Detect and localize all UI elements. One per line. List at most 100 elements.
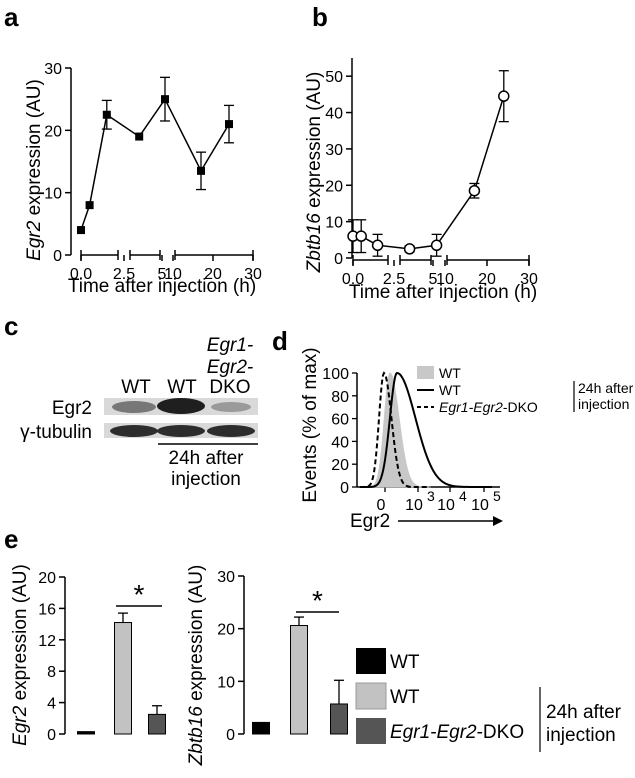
legend-e-dko-swatch	[356, 718, 386, 744]
panel-d-xarrow-head	[493, 516, 503, 526]
blot-lane-2-label: WT	[167, 377, 197, 398]
panel-e2-bar	[252, 721, 270, 735]
legend-d-wt24-label: WT	[439, 382, 461, 398]
panel-d-xtick-label: 0	[377, 497, 386, 514]
panel-a-ytick-label: 20	[44, 123, 62, 140]
panel-a-ytick-label: 30	[44, 61, 62, 78]
panel-b-ytick-label: 30	[325, 142, 343, 159]
panel-b-xtick-label: 5	[429, 271, 438, 288]
panel-a-xlabel: Time after injection (h)	[68, 276, 256, 297]
blot-lane-3-label-line3: DKO	[209, 377, 250, 398]
panel-b-chart: Zbtb16 expression (AU) Time after inject…	[304, 58, 538, 303]
panel-e2-ylabel: Zbtb16 expression (AU)	[186, 565, 207, 767]
legend-e-wt-swatch	[356, 648, 386, 674]
panel-e1-ytick-label: 12	[38, 633, 56, 650]
blot-band-egr2-wt-24h	[157, 398, 205, 414]
panel-e2-bar-chart: Zbtb16 expression (AU) 0 10 20 30 *	[186, 565, 348, 767]
blot-row-egr2-label: Egr2	[52, 398, 92, 419]
blot-band-tubulin-dko	[207, 425, 255, 437]
panel-a-data-point	[135, 132, 144, 141]
legend-d-dko-label: Egr1-Egr2-DKO	[439, 399, 538, 415]
panel-b-ytick-label: 50	[325, 69, 343, 86]
panel-e2-bar	[290, 625, 308, 735]
panel-a-xtick-label: 10	[164, 266, 182, 283]
panel-d-ytick-label: 100	[322, 366, 349, 383]
panel-a-data-point	[85, 201, 94, 210]
blot-lane-3-label-line2: Egr2-	[207, 357, 253, 378]
panel-e1-ylabel: Egr2 expression (AU)	[10, 564, 31, 746]
panel-e1-ytick-label: 8	[47, 664, 56, 681]
panel-e1-bar	[114, 622, 132, 735]
panel-b-data-point	[468, 184, 481, 197]
panel-b-data-point	[430, 239, 443, 252]
panel-b-xtick-label: 30	[520, 271, 538, 288]
panel-b-data-point	[498, 90, 510, 102]
panel-d-ylabel: Events (% of max)	[300, 347, 321, 502]
panel-d-ytick-label: 60	[331, 412, 349, 429]
legend-e-wt-label: WT	[390, 652, 420, 673]
panel-e1-bar	[77, 731, 95, 735]
blot-band-tubulin-wt	[110, 425, 158, 437]
panel-d-ytick-label: 20	[331, 457, 349, 474]
blot-lane-3-label-line1: Egr1-	[207, 335, 253, 356]
panel-e1-bar-chart: Egr2 expression (AU) 0 4 8 12 16 20 *	[10, 564, 166, 746]
panel-letter-c: c	[4, 311, 18, 341]
panel-b-xtick-label: 10	[436, 271, 454, 288]
panel-d-ytick-label: 80	[331, 389, 349, 406]
legend-d-bracket-label-2: injection	[578, 396, 629, 412]
panel-a-data-point	[77, 226, 85, 235]
panel-e1-ytick-label: 20	[38, 570, 56, 587]
panel-b-data-point	[403, 243, 416, 255]
panel-b-xtick-label: 2.5	[383, 271, 405, 288]
panel-d-xtick-label: 10	[437, 497, 455, 514]
panel-a-ytick-label: 0	[53, 248, 62, 265]
panel-a-data-point	[225, 120, 233, 129]
panel-e2-ytick-label: 30	[217, 569, 235, 586]
panel-e2-ytick-label: 10	[217, 674, 235, 691]
panel-a-chart: Egr2 expression (AU) Time after injectio…	[24, 61, 262, 297]
panel-a-data-point	[197, 166, 205, 175]
panel-a-data-point	[102, 110, 111, 119]
panel-a-xtick-label: 0.0	[70, 266, 92, 283]
panel-b-ytick-label: 10	[325, 215, 343, 232]
panel-d-ytick-label: 0	[340, 480, 349, 497]
panel-b-ytick-label: 40	[325, 106, 343, 123]
panel-e2-bar	[330, 703, 348, 735]
panel-d-xlabel: Egr2	[350, 511, 390, 532]
legend-d-wt-label: WT	[439, 365, 461, 381]
panel-letter-e: e	[4, 524, 18, 554]
legend-e-dko-label: Egr1-Egr2-DKO	[390, 722, 524, 743]
panel-e1-ytick-label: 16	[38, 601, 56, 618]
panel-b-series-line	[353, 95, 505, 250]
panel-e1-ytick-label: 4	[47, 696, 56, 713]
panel-d-xtick-exponent: 5	[493, 488, 501, 504]
panel-b-ylabel: Zbtb16 expression (AU)	[304, 72, 325, 274]
panel-c-blot: WT WT Egr1- Egr2- DKO Egr2 γ-tubulin 24h…	[20, 335, 258, 490]
panel-d-xtick-label: 10	[405, 497, 423, 514]
panel-b-ytick-label: 0	[334, 251, 343, 268]
histogram-wt-filled	[364, 372, 431, 488]
legend-d-wt-swatch	[417, 366, 434, 379]
panel-e2-ytick-label: 0	[226, 727, 235, 744]
blot-bracket-label-2: injection	[171, 469, 241, 490]
blot-band-egr2-wt	[112, 401, 156, 413]
panel-a-xtick-label: 20	[204, 266, 222, 283]
panel-a-ytick-label: 10	[44, 186, 62, 203]
histogram-dko-dashed	[359, 371, 430, 488]
panel-letter-a: a	[4, 2, 19, 32]
legend-d-bracket-label-1: 24h after	[578, 380, 634, 396]
legend-e-bracket-label-2: injection	[546, 725, 616, 746]
panel-a-ylabel: Egr2 expression (AU)	[24, 79, 45, 261]
panel-b-xtick-label: 0.0	[342, 271, 364, 288]
histogram-wt-24h-line	[360, 371, 492, 488]
panel-e1-bar	[148, 713, 166, 735]
panel-a-series-line	[80, 97, 230, 231]
blot-row-tubulin-label: γ-tubulin	[20, 422, 92, 443]
legend-e: WT WT Egr1-Egr2-DKO 24h after injection	[355, 648, 622, 752]
legend-e-wt24-swatch	[355, 682, 387, 710]
panel-e1-ytick-label: 0	[47, 727, 56, 744]
blot-lane-1-label: WT	[121, 377, 151, 398]
panel-b-xlabel: Time after injection (h)	[349, 282, 537, 303]
